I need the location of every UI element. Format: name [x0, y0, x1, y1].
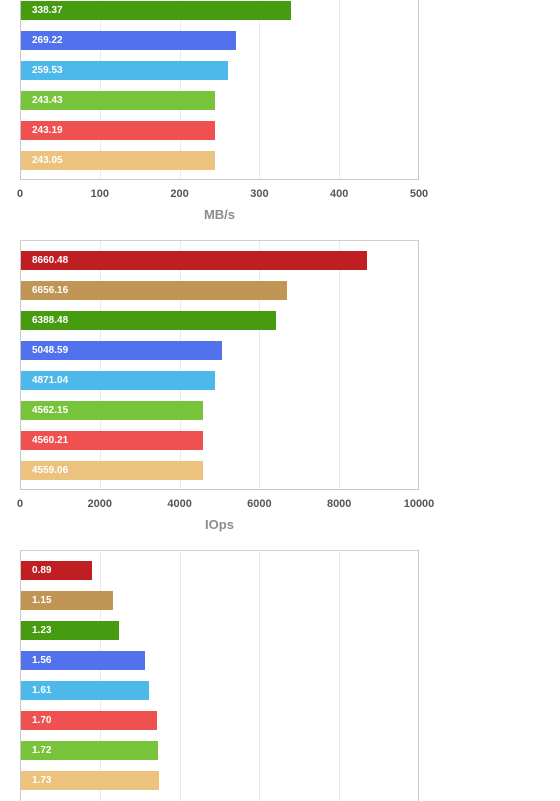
bar-value-label: 4871.04 — [32, 375, 69, 386]
bar: 4562.15 — [21, 401, 204, 420]
bar-value-label: 338.37 — [32, 5, 63, 16]
bar: 4560.21 — [21, 431, 203, 450]
bar-value-label: 1.15 — [32, 595, 52, 606]
bar-value-label: 1.56 — [32, 655, 52, 666]
x-tick-label: 400 — [330, 188, 349, 200]
bar: 1.72 — [21, 741, 159, 760]
x-tick-label: 8000 — [326, 498, 352, 510]
bar: 243.05 — [21, 151, 215, 170]
bar: 1.15 — [21, 591, 113, 610]
bar: 6388.48 — [21, 311, 276, 330]
bar-value-label: 8660.48 — [32, 255, 69, 266]
throughput-chart: 338.37 269.22 259.53 243.43 243.19 243.05 MB/… — [0, 0, 560, 230]
bar-value-label: 243.05 — [32, 155, 63, 166]
bar-value-label: 243.43 — [32, 95, 63, 106]
bar: 1.73 — [21, 771, 160, 790]
bar-value-label: 269.22 — [32, 35, 63, 46]
gridline — [179, 0, 181, 179]
gridline — [99, 0, 101, 179]
bar: 269.22 — [21, 31, 236, 50]
latency-plot-area: 0.89 1.15 1.23 1.56 1.61 1.70 1.72 1.73 — [20, 550, 419, 801]
bar-value-label: 4562.15 — [32, 405, 69, 416]
x-tick-label: 6000 — [247, 498, 272, 510]
gridline — [259, 0, 261, 179]
bar-value-label: 1.61 — [32, 685, 52, 696]
bar: 1.23 — [21, 621, 120, 640]
x-tick-label: 0 — [16, 498, 24, 510]
bar: 243.19 — [21, 121, 216, 140]
gridline — [339, 0, 341, 179]
bar-value-label: 1.72 — [32, 745, 52, 756]
gridline — [259, 551, 261, 801]
gridline — [179, 551, 181, 801]
bar-value-label: 6388.48 — [32, 315, 69, 326]
throughput-plot-area: 338.37 269.22 259.53 243.43 243.19 243.05 — [20, 0, 419, 180]
gridline — [339, 241, 341, 489]
gridline — [179, 241, 181, 489]
bar-value-label: 5048.59 — [32, 345, 69, 356]
bar-value-label: 6656.16 — [32, 285, 69, 296]
gridline — [339, 551, 341, 801]
bar: 8660.48 — [21, 251, 367, 270]
bar-value-label: 1.73 — [32, 775, 52, 786]
bar-value-label: 4560.21 — [32, 435, 69, 446]
bar: 6656.16 — [21, 281, 287, 300]
bar-value-label: 1.70 — [32, 715, 52, 726]
bar: 1.56 — [21, 651, 146, 670]
x-tick-label: 10000 — [403, 498, 435, 510]
throughput-axis-title: MB/s — [203, 207, 236, 222]
x-tick-label: 2000 — [87, 498, 113, 510]
x-tick-label: 500 — [409, 188, 429, 200]
bar-value-label: 0.89 — [32, 565, 52, 576]
bar: 4559.06 — [21, 461, 203, 480]
x-tick-label: 4000 — [167, 498, 192, 510]
x-tick-label: 300 — [250, 188, 269, 200]
iops-axis-title: IOps — [205, 517, 234, 532]
bar: 0.89 — [21, 561, 93, 580]
iops-plot-area: 8660.48 6656.16 6388.48 5048.59 4871.04 4562.… — [20, 240, 419, 490]
bar: 243.43 — [21, 91, 216, 110]
bar-value-label: 259.53 — [32, 65, 63, 76]
x-tick-label: 200 — [170, 188, 189, 200]
x-tick-label: 100 — [90, 188, 109, 200]
gridline — [99, 241, 101, 489]
x-tick-label: 0 — [16, 188, 24, 200]
bar: 338.37 — [21, 1, 292, 20]
bar-value-label: 4559.06 — [32, 465, 69, 476]
bar: 1.70 — [21, 711, 157, 730]
bar-value-label: 1.23 — [32, 625, 52, 636]
gridline — [259, 241, 261, 489]
bar: 5048.59 — [21, 341, 223, 360]
bar: 259.53 — [21, 61, 229, 80]
bar-value-label: 243.19 — [32, 125, 63, 136]
bar: 1.61 — [21, 681, 150, 700]
gridline — [99, 551, 101, 801]
bar: 4871.04 — [21, 371, 216, 390]
iops-chart: 8660.48 6656.16 6388.48 5048.59 4871.04 4562.… — [16, 240, 435, 532]
